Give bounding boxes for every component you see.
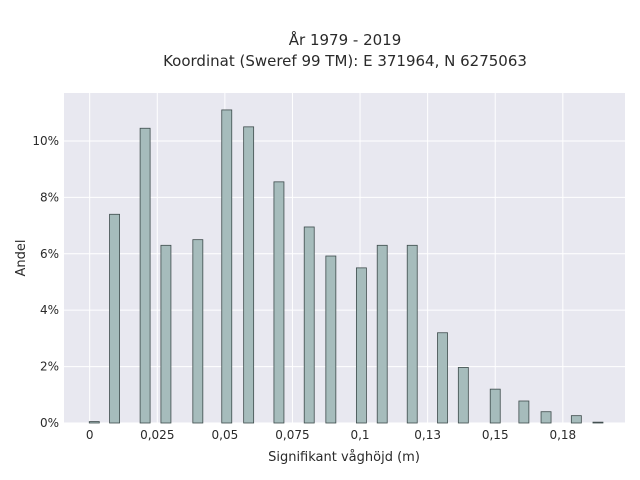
histogram-bar <box>88 421 100 424</box>
x-tick-label: 0,13 <box>414 428 441 442</box>
y-tick-label: 2% <box>40 360 59 374</box>
histogram-bar <box>592 421 604 424</box>
histogram-bar <box>355 267 367 424</box>
x-axis-ticks: 0 0,025 0,05 0,075 0,1 0,13 0,15 0,18 <box>86 428 576 442</box>
histogram-bar <box>109 213 120 424</box>
y-tick-label: 8% <box>40 190 59 204</box>
y-tick-label: 4% <box>40 303 59 317</box>
histogram-bar <box>540 411 552 424</box>
x-tick-label: 0,1 <box>350 428 369 442</box>
x-tick-label: 0,05 <box>212 428 239 442</box>
histogram-bar <box>303 226 315 424</box>
chart-subtitle: Koordinat (Sweref 99 TM): E 371964, N 62… <box>163 52 527 70</box>
histogram-bar <box>406 244 418 424</box>
histogram-bar <box>139 127 151 424</box>
x-tick-label: 0,075 <box>275 428 309 442</box>
histogram-bar <box>457 367 469 424</box>
y-tick-label: 0% <box>40 416 59 430</box>
histogram-bar <box>160 244 172 424</box>
x-axis-title: Signifikant våghöjd (m) <box>268 450 420 465</box>
bars <box>88 109 604 424</box>
histogram-bar <box>273 181 285 424</box>
y-axis-ticks: 0% 2% 4% 6% 8% 10% <box>32 134 59 430</box>
histogram-bar <box>192 239 204 424</box>
histogram-bar <box>518 400 530 424</box>
x-tick-label: 0,025 <box>140 428 174 442</box>
x-tick-label: 0 <box>86 428 94 442</box>
histogram-bar <box>221 109 233 424</box>
x-tick-label: 0,18 <box>549 428 576 442</box>
x-tick-label: 0,15 <box>482 428 509 442</box>
histogram-bar <box>325 255 337 424</box>
chart-title: År 1979 - 2019 <box>289 30 402 49</box>
histogram-bar <box>437 332 448 424</box>
histogram-bar <box>489 388 501 424</box>
y-tick-label: 6% <box>40 247 59 261</box>
histogram-bar <box>570 415 582 424</box>
histogram-bar <box>243 126 255 424</box>
y-tick-label: 10% <box>32 134 59 148</box>
histogram-bar <box>376 244 388 424</box>
y-axis-title: Andel <box>14 240 29 277</box>
